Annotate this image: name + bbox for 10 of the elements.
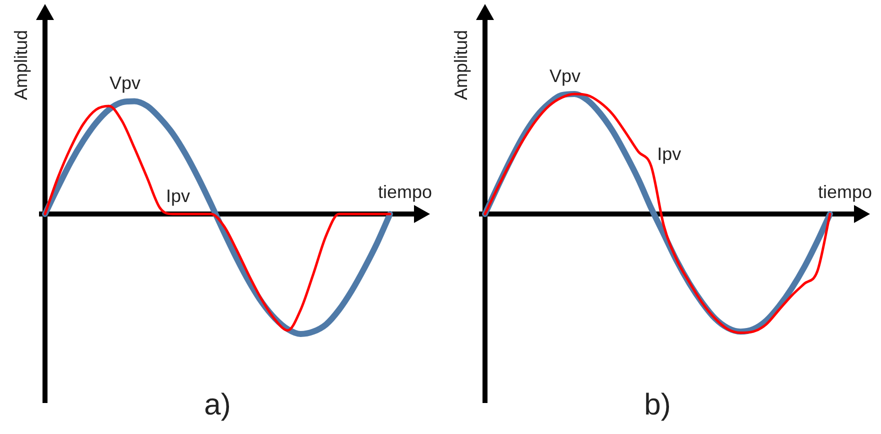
series-label: Ipv (657, 144, 682, 164)
x-axis-title: tiempo (818, 182, 872, 202)
y-axis-title: Amplitud (10, 30, 31, 100)
text: a) (204, 388, 231, 422)
series-label: Vpv (549, 66, 580, 86)
series-label: Vpv (109, 73, 140, 94)
x-axis-title: tiempo (378, 182, 432, 202)
text: b) (644, 388, 671, 422)
y-axis-title: Amplitud (450, 30, 471, 100)
series-label: Ipv (166, 186, 190, 206)
